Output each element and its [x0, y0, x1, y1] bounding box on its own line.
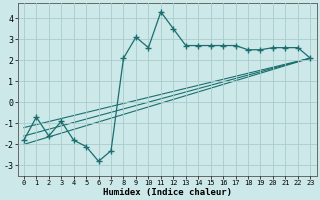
X-axis label: Humidex (Indice chaleur): Humidex (Indice chaleur): [103, 188, 232, 197]
